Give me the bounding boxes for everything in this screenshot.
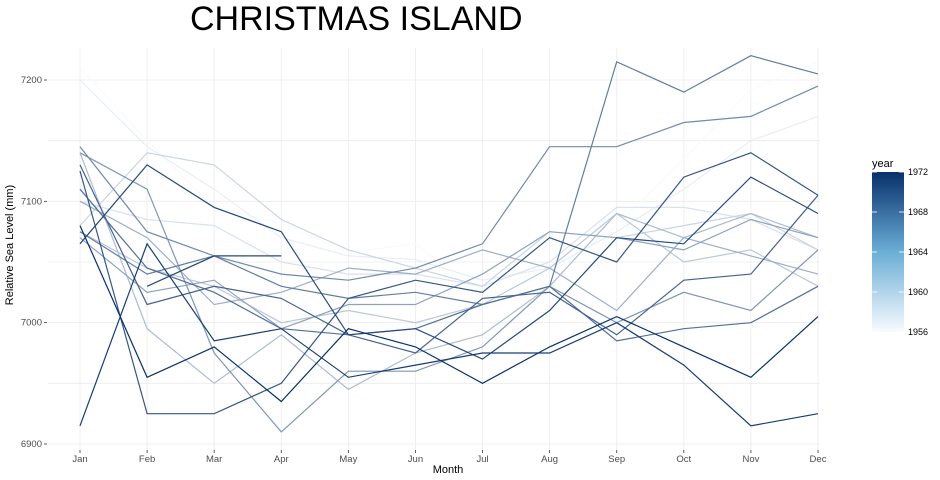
series-line-1962: [79, 200, 819, 312]
legend-title: year: [872, 158, 894, 170]
y-tick-label: 7100: [21, 196, 42, 207]
y-tick-label: 7000: [21, 318, 42, 329]
gridlines: [48, 48, 820, 450]
legend: year 1956 1960 1964 1968 1972: [872, 158, 928, 337]
series-line-1963: [79, 218, 819, 330]
y-tick-label: 7200: [21, 75, 42, 86]
x-axis: Jan Feb Mar Apr May Jun Jul Aug Sep Oct Nov Dec: [72, 450, 827, 465]
x-tick-label: May: [339, 454, 357, 465]
series-line-1966: [79, 55, 819, 306]
series-lines: [79, 55, 819, 433]
x-tick-label: Nov: [742, 454, 759, 465]
x-tick-label: Aug: [541, 454, 558, 465]
x-tick-label: Apr: [274, 454, 289, 465]
y-axis-title: Relative Sea Level (mm): [4, 185, 16, 305]
x-axis-title: Month: [433, 464, 464, 476]
x-tick-label: Sep: [608, 454, 625, 465]
series-line-1957: [79, 79, 819, 281]
series-line-1958: [79, 200, 819, 287]
legend-tick-label: 1968: [908, 207, 928, 217]
x-tick-label: Jul: [476, 454, 488, 465]
legend-tick-label: 1964: [908, 247, 928, 257]
series-line-1968: [79, 164, 819, 354]
series-line-1959: [79, 152, 819, 287]
y-tick-label: 6900: [21, 439, 42, 450]
y-axis: 6900 7000 7100 7200: [21, 75, 47, 450]
legend-tick-label: 1960: [908, 287, 928, 297]
x-tick-label: Feb: [139, 454, 155, 465]
x-tick-label: Oct: [676, 454, 691, 465]
chart-title: CHRISTMAS ISLAND: [190, 0, 523, 38]
series-line-1965: [79, 85, 819, 281]
x-tick-label: Mar: [206, 454, 222, 465]
series-line-1972: [79, 225, 819, 403]
series-line-1960: [79, 212, 819, 324]
series-line-1971: [79, 242, 819, 427]
series-line-1969: [79, 152, 819, 415]
legend-colorbar: [872, 172, 904, 332]
series-line-1967: [79, 188, 819, 342]
series-line-1956: [79, 61, 819, 300]
series-line-1970: [79, 164, 819, 360]
x-tick-label: Dec: [810, 454, 827, 465]
x-tick-label: Jan: [72, 454, 87, 465]
legend-tick-label: 1972: [908, 167, 928, 177]
x-tick-label: Jun: [408, 454, 423, 465]
legend-tick-label: 1956: [908, 327, 928, 337]
